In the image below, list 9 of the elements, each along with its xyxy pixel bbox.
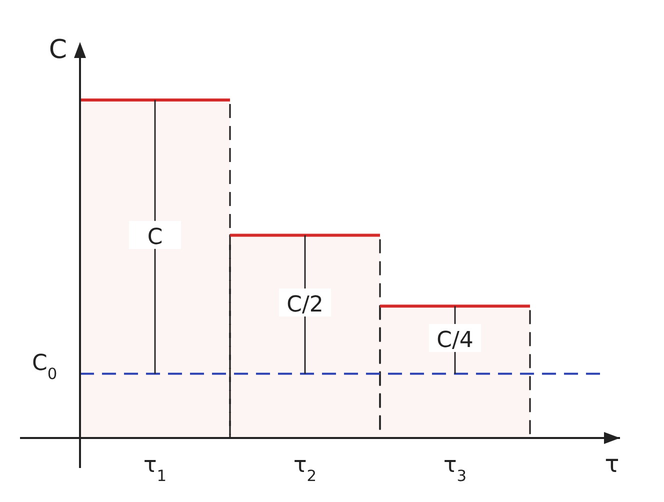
annotation: C	[147, 224, 163, 250]
x-tick-label: τ$_{2}$	[293, 453, 317, 485]
x-axis-title: τ	[604, 450, 620, 478]
annotation: C/4	[436, 328, 474, 353]
annotation: C/2	[286, 292, 324, 318]
y-axis-title: C	[48, 35, 68, 65]
x-tick-label: τ$_{1}$	[143, 453, 167, 485]
x-tick-label: τ$_{3}$	[443, 453, 467, 485]
ref-line-label: C$_{0}$	[32, 350, 58, 383]
